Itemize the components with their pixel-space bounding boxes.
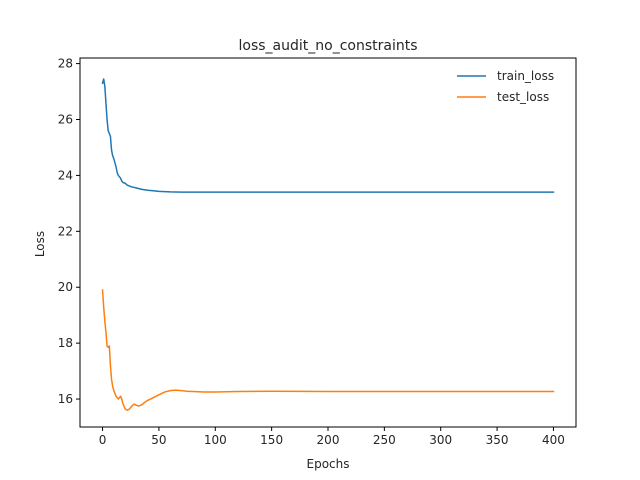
plot-area: 0 50 100 150 200 250 300 350 400 16 18 20 22 24 26 28 xyxy=(58,57,577,447)
x-tick-label: 0 xyxy=(99,433,107,447)
y-tick-label: 16 xyxy=(58,392,73,406)
x-tick-label: 300 xyxy=(429,433,452,447)
series-layer xyxy=(101,78,555,411)
x-tick-label: 200 xyxy=(317,433,340,447)
y-tick-label: 24 xyxy=(58,168,73,182)
y-tick-label: 20 xyxy=(58,280,73,294)
x-tick-label: 150 xyxy=(260,433,283,447)
x-tick-label: 250 xyxy=(373,433,396,447)
legend: train_loss test_loss xyxy=(457,69,554,104)
y-tick-label: 28 xyxy=(58,57,73,71)
y-tick-label: 22 xyxy=(58,224,73,238)
series-line-train-loss xyxy=(101,78,555,193)
y-tick-label: 26 xyxy=(58,113,73,127)
legend-label: train_loss xyxy=(497,69,554,83)
x-tick-label: 50 xyxy=(151,433,166,447)
series-line-test-loss xyxy=(101,289,555,411)
y-axis-label: Loss xyxy=(33,231,47,257)
x-tick-label: 350 xyxy=(486,433,509,447)
chart-title: loss_audit_no_constraints xyxy=(239,38,418,54)
x-axis-ticks: 0 50 100 150 200 250 300 350 400 xyxy=(99,427,565,447)
y-axis-ticks: 16 18 20 22 24 26 28 xyxy=(58,57,80,406)
y-tick-label: 18 xyxy=(58,336,73,350)
x-tick-label: 400 xyxy=(542,433,565,447)
x-tick-label: 100 xyxy=(204,433,227,447)
x-axis-label: Epochs xyxy=(307,457,350,471)
legend-label: test_loss xyxy=(497,90,549,104)
